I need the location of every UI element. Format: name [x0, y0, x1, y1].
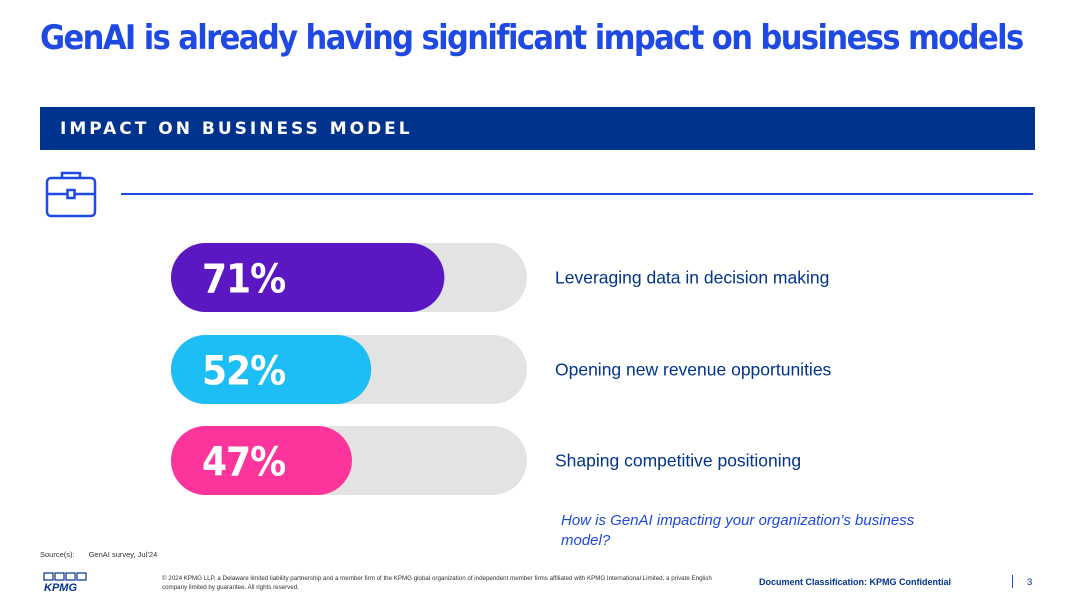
section-divider: [121, 193, 1033, 195]
slide-title: GenAI is already having significant impa…: [40, 18, 1024, 58]
category-label: Leveraging data in decision making: [555, 268, 829, 288]
source-label: Source(s):: [40, 550, 75, 559]
section-banner: IMPACT ON BUSINESS MODEL: [40, 107, 1035, 150]
logo-text: KPMG: [44, 582, 77, 592]
footer-separator: [1012, 575, 1013, 588]
kpmg-logo: KPMG: [43, 572, 87, 592]
survey-question: How is GenAI impacting your organization…: [561, 512, 915, 549]
bar-2: [171, 335, 372, 404]
source-value: GenAI survey, Jul’24: [88, 550, 158, 559]
bar-value-label: 71%: [202, 257, 285, 303]
bar-3: [171, 426, 352, 495]
document-classification: Document Classification: KPMG Confidenti…: [759, 577, 952, 587]
category-label: Shaping competitive positioning: [555, 451, 801, 471]
banner-title: IMPACT ON BUSINESS MODEL: [60, 119, 413, 139]
source-note: Source(s): GenAI survey, Jul’24: [40, 550, 157, 559]
briefcase-icon: [45, 171, 97, 218]
category-label: Opening new revenue opportunities: [555, 360, 832, 380]
bar-value-label: 52%: [202, 349, 285, 395]
bar-value-label: 47%: [202, 440, 285, 486]
bar-1: [171, 243, 445, 312]
page-number: 3: [1027, 577, 1033, 588]
legal-notice: © 2024 KPMG LLP, a Delaware limited liab…: [162, 575, 712, 591]
